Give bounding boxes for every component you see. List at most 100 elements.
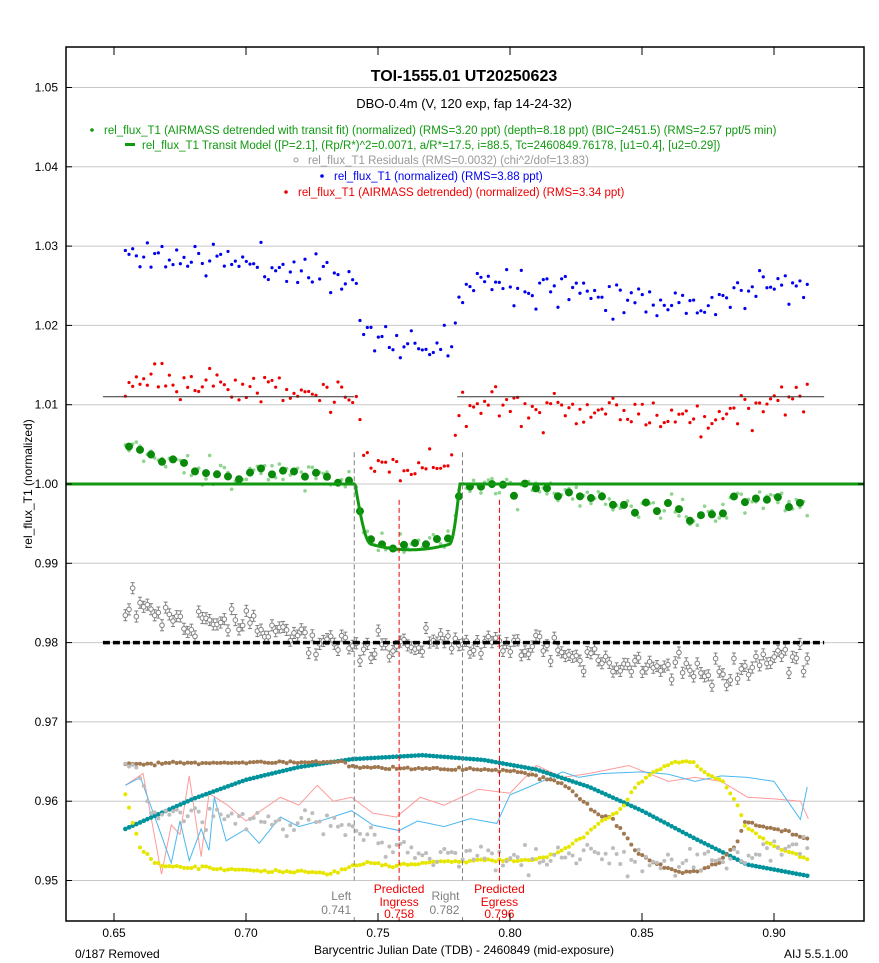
data-point [222, 817, 227, 822]
data-point [746, 826, 751, 831]
data-point [695, 311, 699, 315]
data-point [658, 862, 663, 867]
data-point [544, 770, 550, 776]
data-point [347, 469, 351, 474]
data-point [805, 513, 810, 518]
data-point [633, 301, 637, 305]
data-point [273, 770, 278, 775]
data-point [314, 252, 318, 256]
data-point [728, 847, 733, 852]
binned-point [751, 494, 760, 503]
data-point [651, 303, 655, 307]
data-point [508, 762, 513, 768]
data-point [350, 824, 355, 829]
data-point [149, 761, 154, 766]
legend-entry: rel_flux_T1 Residuals (RMS=0.0032) (chi^… [308, 155, 589, 167]
data-point [284, 834, 289, 839]
data-point [446, 529, 450, 533]
data-point [746, 853, 751, 858]
data-point [413, 341, 417, 345]
data-point [152, 813, 157, 819]
data-point [731, 796, 736, 801]
data-point [222, 264, 226, 268]
data-point [757, 852, 762, 857]
data-point [702, 851, 707, 856]
data-point [632, 859, 637, 864]
data-point [141, 762, 146, 767]
data-point [390, 865, 395, 870]
data-point [130, 823, 135, 828]
data-point [489, 858, 494, 863]
data-point [772, 844, 777, 849]
data-point [291, 827, 296, 832]
data-point [736, 281, 740, 285]
data-point [273, 868, 278, 873]
data-point [625, 499, 630, 503]
data-point [280, 870, 285, 875]
data-point [299, 764, 304, 770]
data-point [445, 858, 450, 863]
data-point [504, 477, 509, 482]
data-point [475, 853, 480, 858]
data-point [658, 767, 663, 772]
data-point [475, 757, 480, 762]
residual-point [327, 633, 334, 640]
residual-point [342, 634, 349, 641]
data-point [449, 755, 454, 760]
data-point [688, 421, 692, 425]
series-3 [122, 582, 811, 692]
residual-point [771, 654, 778, 660]
data-point [321, 264, 325, 269]
data-point [306, 760, 311, 765]
data-point [357, 765, 362, 770]
data-point [453, 859, 458, 864]
binned-point [729, 492, 738, 501]
binned-point [652, 507, 661, 516]
data-point [317, 870, 322, 875]
residual-point [448, 645, 455, 652]
data-point [768, 492, 773, 497]
data-point [134, 254, 138, 258]
data-point [302, 760, 307, 765]
data-point [259, 471, 263, 476]
data-point [427, 535, 432, 540]
data-point [368, 765, 373, 770]
data-point [127, 252, 131, 256]
data-point [673, 868, 678, 873]
data-point [269, 869, 274, 874]
binned-point [608, 500, 617, 509]
data-point [790, 397, 795, 401]
data-point [354, 281, 358, 286]
data-point [508, 769, 513, 774]
binned-point [619, 500, 628, 509]
data-point [783, 413, 787, 417]
data-point [625, 797, 630, 802]
data-point [218, 760, 223, 765]
data-point [651, 500, 656, 505]
data-point [189, 866, 194, 871]
data-point [442, 323, 446, 327]
data-point [420, 752, 425, 758]
data-point [453, 755, 458, 761]
data-point [174, 803, 179, 809]
data-point [241, 382, 245, 386]
data-point [471, 857, 476, 862]
binned-point [696, 511, 705, 520]
data-point [417, 461, 421, 465]
data-point [412, 855, 417, 860]
data-point [629, 291, 633, 295]
data-point [182, 761, 187, 766]
data-point [782, 869, 788, 874]
data-point [672, 825, 678, 831]
data-point [457, 413, 461, 418]
data-point [486, 478, 491, 482]
residual-point [357, 658, 363, 664]
data-point [262, 773, 267, 778]
data-point [757, 835, 762, 840]
data-point [233, 821, 238, 826]
data-point [501, 286, 505, 291]
data-point [801, 410, 806, 414]
data-point [354, 764, 359, 769]
data-point [629, 842, 634, 847]
